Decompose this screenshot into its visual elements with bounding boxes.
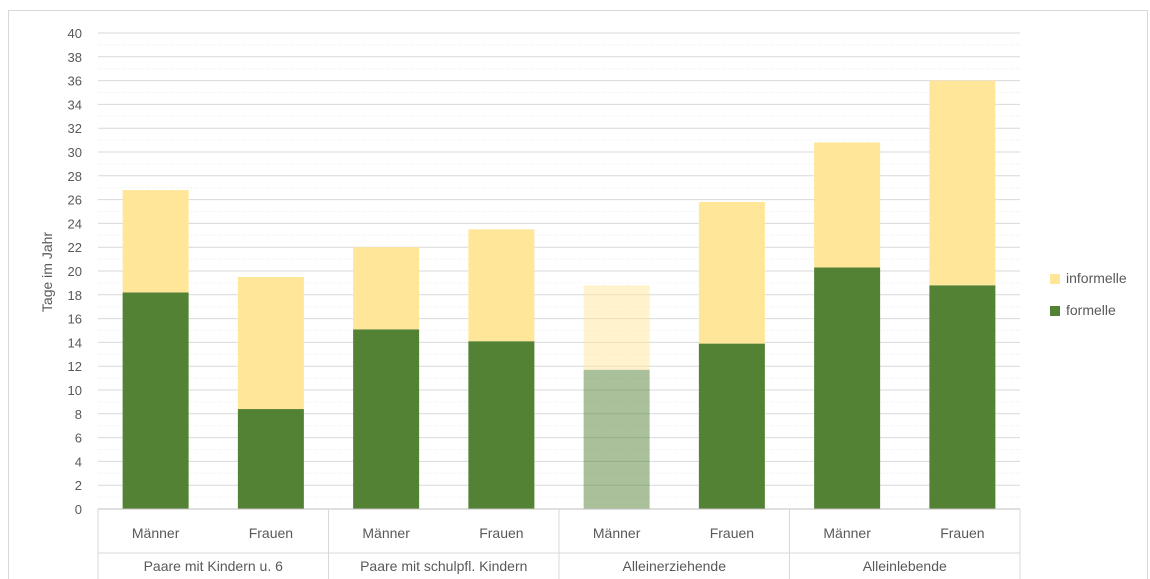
bar-informelle (353, 247, 420, 330)
y-tick-label: 4 (75, 454, 82, 469)
legend-swatch-formelle (1050, 306, 1060, 316)
bar-informelle (122, 190, 189, 293)
y-tick-label: 26 (68, 193, 82, 208)
group-label: Paare mit schulpfl. Kindern (360, 558, 527, 574)
x-tick-label: Frauen (940, 525, 984, 541)
y-tick-label: 18 (68, 288, 82, 303)
y-tick-label: 8 (75, 407, 82, 422)
y-tick-label: 0 (75, 502, 82, 517)
bar-informelle (468, 229, 535, 342)
bar-informelle (929, 80, 996, 286)
legend-swatch-informelle (1050, 274, 1060, 284)
bar-formelle (929, 285, 996, 509)
legend-layer: informelle formelle (1050, 270, 1127, 318)
bar-informelle (583, 285, 650, 370)
y-tick-label: 16 (68, 312, 82, 327)
x-tick-label: Männer (362, 525, 410, 541)
y-tick-label: 34 (68, 97, 82, 112)
x-tick-label: Männer (132, 525, 180, 541)
group-label: Alleinlebende (863, 558, 947, 574)
legend-label-formelle: formelle (1066, 302, 1116, 318)
x-tick-label: Männer (823, 525, 871, 541)
x-tick-label: Frauen (249, 525, 293, 541)
group-label: Alleinerziehende (622, 558, 726, 574)
bar-formelle (583, 369, 650, 509)
bar-formelle (698, 343, 765, 509)
group-label: Paare mit Kindern u. 6 (144, 558, 284, 574)
y-tick-label: 14 (68, 335, 82, 350)
y-tick-label: 32 (68, 121, 82, 136)
x-tick-label: Männer (593, 525, 641, 541)
y-tick-label: 10 (68, 383, 82, 398)
y-tick-label: 38 (68, 50, 82, 65)
bar-informelle (237, 276, 304, 410)
axis-layer: 0246810121416182022242628303234363840Män… (68, 26, 1021, 579)
bar-formelle (237, 409, 304, 509)
x-tick-label: Frauen (479, 525, 523, 541)
bar-formelle (814, 267, 881, 509)
bar-formelle (468, 341, 535, 509)
y-tick-label: 22 (68, 240, 82, 255)
bar-formelle (353, 329, 420, 509)
legend-label-informelle: informelle (1066, 270, 1127, 286)
y-tick-label: 28 (68, 169, 82, 184)
x-tick-label: Frauen (710, 525, 754, 541)
bar-layer (122, 80, 996, 509)
bar-informelle (698, 201, 765, 344)
y-axis-label: Tage im Jahr (39, 232, 55, 312)
y-tick-label: 2 (75, 478, 82, 493)
y-tick-label: 36 (68, 74, 82, 89)
y-tick-label: 40 (68, 26, 82, 41)
y-tick-label: 12 (68, 359, 82, 374)
y-tick-label: 30 (68, 145, 82, 160)
bar-informelle (814, 142, 881, 268)
bar-formelle (122, 292, 189, 509)
y-tick-label: 20 (68, 264, 82, 279)
y-tick-label: 6 (75, 431, 82, 446)
y-tick-label: 24 (68, 216, 82, 231)
grid-layer (98, 32, 1020, 498)
chart-frame (8, 10, 1148, 579)
